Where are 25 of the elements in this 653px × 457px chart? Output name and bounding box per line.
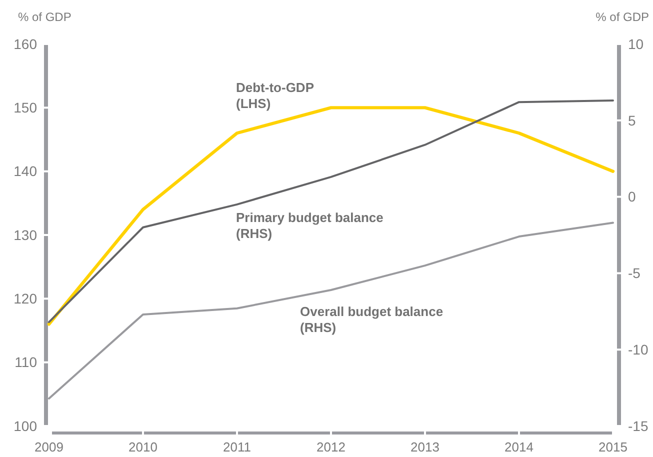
y-axis-title: % of GDP: [18, 10, 72, 24]
x-tick-label: 2012: [316, 440, 346, 455]
y2-tick-label: -15: [628, 418, 648, 434]
y-tick-label: 120: [14, 290, 38, 307]
x-tick-label: 2009: [34, 440, 64, 455]
y2-tick-label: 10: [628, 36, 644, 52]
series-label: Primary budget balance (RHS): [236, 210, 384, 241]
y2-axis-title: % of GDP: [596, 10, 649, 24]
y-tick-label: 100: [14, 418, 38, 434]
series-label: Debt-to-GDP (LHS): [236, 80, 314, 111]
y-tick-label: 150: [14, 100, 38, 116]
x-tick-label: 2011: [223, 440, 251, 455]
x-tick-label: 2013: [410, 440, 440, 455]
y-tick-label: 160: [14, 36, 38, 52]
y2-tick-label: -5: [628, 265, 641, 282]
y-tick-label: 130: [14, 226, 38, 243]
y-tick-label: 110: [14, 354, 38, 370]
y2-tick-label: 0: [628, 188, 636, 205]
y2-tick-label: 5: [628, 112, 636, 128]
x-tick-label: 2010: [128, 440, 158, 455]
x-tick-label: 2015: [598, 440, 628, 455]
series-label: Overall budget balance (RHS): [300, 304, 444, 335]
y-tick-label: 140: [14, 163, 38, 180]
y2-tick-label: -10: [628, 342, 648, 358]
x-tick-label: 2014: [504, 440, 534, 455]
